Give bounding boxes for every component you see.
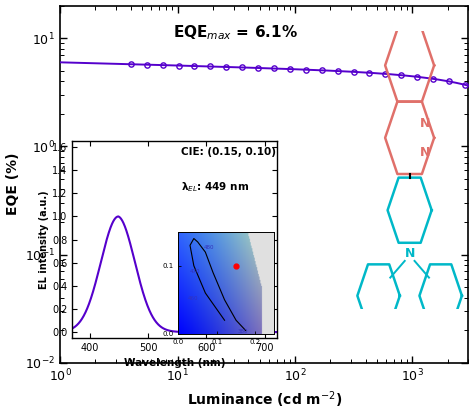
- Text: EQE$_{max}$ = 6.1%: EQE$_{max}$ = 6.1%: [173, 23, 298, 42]
- X-axis label: Luminance (cd m$^{-2}$): Luminance (cd m$^{-2}$): [187, 390, 342, 411]
- Y-axis label: EQE (%): EQE (%): [6, 153, 19, 215]
